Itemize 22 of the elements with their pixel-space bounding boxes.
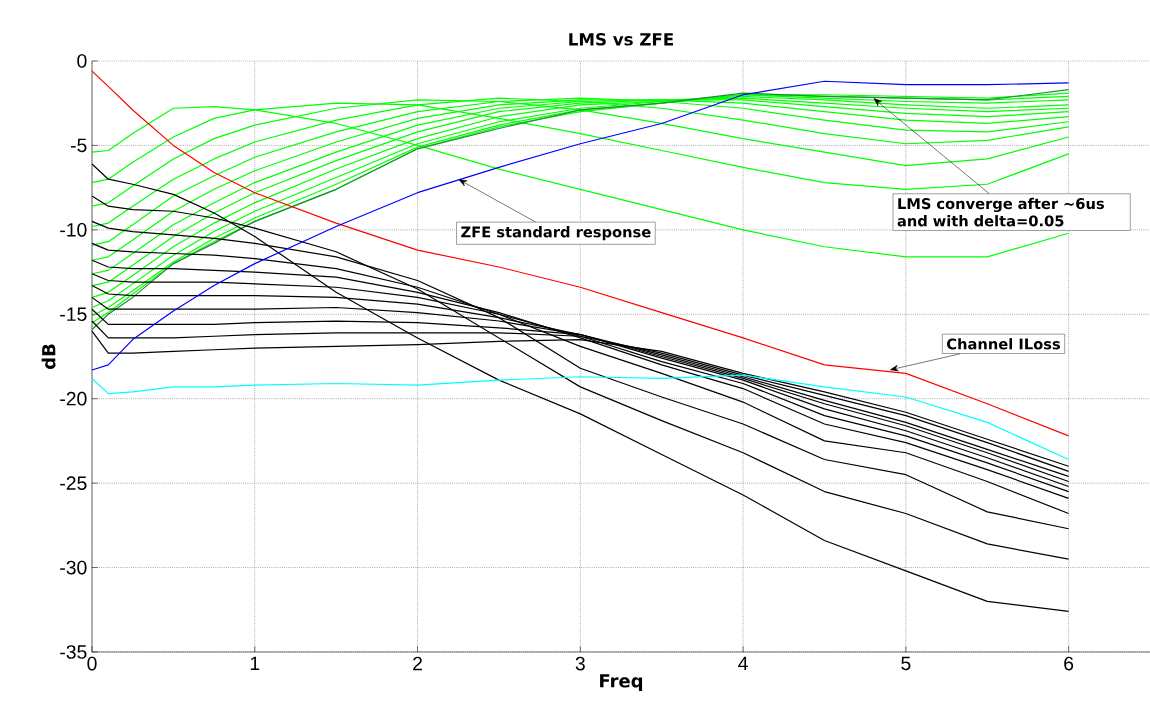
x-tick-label: 0: [87, 656, 97, 671]
y-tick-label: -35: [60, 645, 87, 659]
y-tick-label: -10: [60, 222, 87, 237]
x-tick-label: 5: [901, 656, 911, 671]
line-series: [91, 374, 1070, 461]
y-tick-label: -25: [60, 476, 87, 490]
y-tick-label: -20: [60, 391, 87, 406]
x-tick-label: 2: [413, 656, 422, 671]
y-axis-title: dB: [41, 344, 56, 369]
y-tick-label: 0: [77, 54, 87, 68]
x-tick-label: 6: [1064, 656, 1074, 671]
y-tick-label: -30: [60, 560, 87, 575]
x-tick-label: 3: [575, 656, 585, 671]
x-tick-label: 4: [738, 656, 748, 670]
annotation: Channel ILoss: [947, 338, 1061, 350]
x-tick-label: 1: [250, 656, 260, 670]
annotation: LMS converge after ~6us and with delta=0.05: [897, 197, 1104, 227]
x-axis-title: Freq: [600, 674, 643, 692]
y-tick-label: -15: [60, 307, 87, 322]
annotation: ZFE standard response: [461, 226, 651, 241]
y-tick-label: -5: [70, 138, 87, 153]
chart-title: LMS vs ZFE: [569, 33, 673, 46]
